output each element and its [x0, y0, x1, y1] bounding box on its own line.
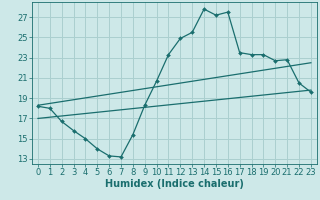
X-axis label: Humidex (Indice chaleur): Humidex (Indice chaleur)	[105, 179, 244, 189]
